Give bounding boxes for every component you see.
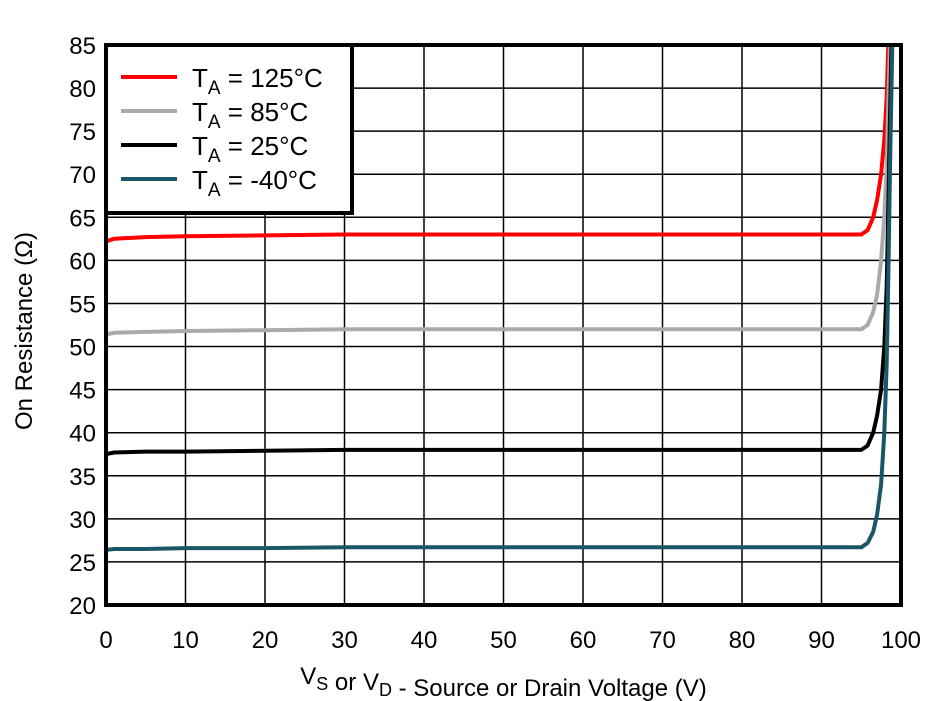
- legend-label-3: TA = -40°C: [192, 165, 317, 201]
- grid-lines: [106, 45, 901, 605]
- x-tick-label: 20: [252, 627, 279, 654]
- y-tick-label: 40: [69, 421, 96, 448]
- y-tick-label: 65: [69, 205, 96, 232]
- x-title-part: V: [300, 663, 316, 690]
- x-tick-label: 0: [99, 627, 112, 654]
- x-tick-label: 100: [881, 627, 921, 654]
- y-tick-label: 75: [69, 119, 96, 146]
- series-line-3: [106, 45, 895, 552]
- y-tick-label: 45: [69, 378, 96, 405]
- x-tick-label: 60: [570, 627, 597, 654]
- plot-frame: [104, 43, 903, 607]
- x-tick-label: 50: [490, 627, 517, 654]
- y-tick-label: 80: [69, 76, 96, 103]
- y-tick-label: 55: [69, 291, 96, 318]
- y-tick-label: 30: [69, 507, 96, 534]
- y-axis-title: On Resistance (Ω): [11, 232, 38, 430]
- legend-label-1: TA = 85°C: [192, 97, 308, 133]
- y-tick-label: 60: [69, 248, 96, 275]
- legend-label-0: TA = 125°C: [192, 63, 323, 99]
- legend-label-2: TA = 25°C: [192, 131, 308, 167]
- x-tick-label: 80: [729, 627, 756, 654]
- x-axis-title: VS or VD - Source or Drain Voltage (V): [300, 663, 707, 701]
- series-line-1: [106, 45, 892, 337]
- x-tick-label: 70: [649, 627, 676, 654]
- series-line-0: [106, 45, 891, 244]
- y-tick-label: 85: [69, 33, 96, 60]
- x-title-part: or V: [328, 669, 379, 696]
- x-tick-label: 10: [172, 627, 199, 654]
- x-tick-label: 40: [411, 627, 438, 654]
- x-title-part: - Source or Drain Voltage (V): [392, 675, 707, 701]
- y-tick-label: 35: [69, 464, 96, 491]
- x-tick-label: 90: [808, 627, 835, 654]
- x-title-subscript: D: [379, 680, 392, 700]
- x-axis-ticks: 0 10 20 30 40 50 60 70 80 90 100: [99, 627, 921, 654]
- data-series: [106, 45, 895, 552]
- y-tick-label: 20: [69, 593, 96, 620]
- series-line-2: [106, 45, 894, 457]
- x-title-subscript: S: [316, 674, 328, 694]
- y-axis-ticks: 20 25 30 35 40 45 50 55 60 65 70 75 80 85: [69, 33, 96, 620]
- legend: TA = 125°CTA = 85°CTA = 25°CTA = -40°C: [104, 43, 354, 215]
- y-tick-label: 25: [69, 550, 96, 577]
- y-tick-label: 50: [69, 335, 96, 362]
- y-tick-label: 70: [69, 162, 96, 189]
- x-tick-label: 30: [331, 627, 358, 654]
- legend-box: [104, 43, 354, 215]
